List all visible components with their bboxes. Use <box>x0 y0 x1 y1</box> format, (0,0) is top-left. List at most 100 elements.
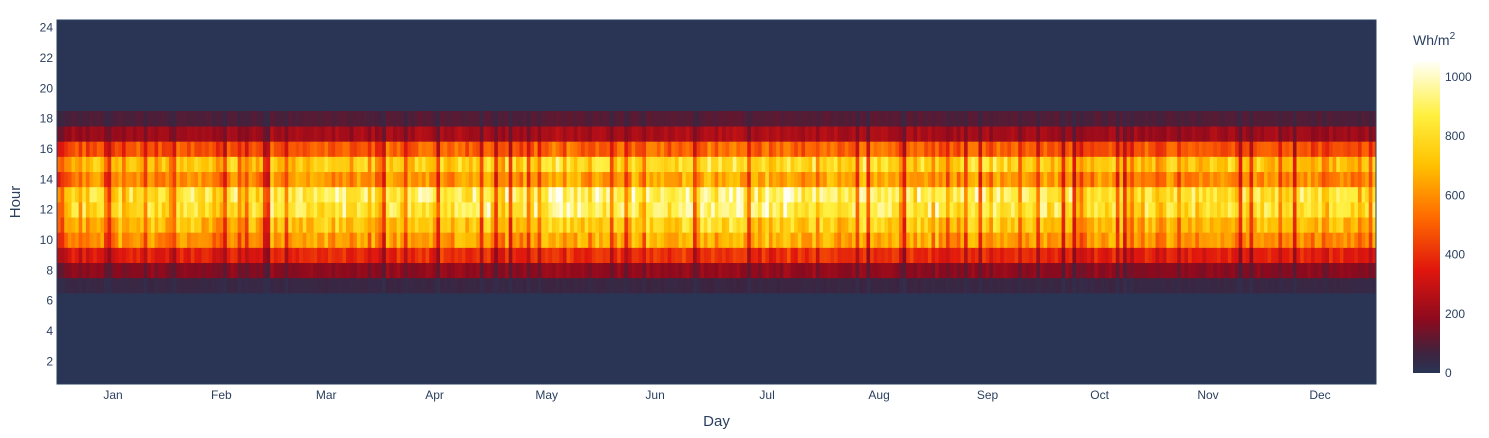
heatmap-cell <box>226 141 231 157</box>
heatmap-cell <box>591 232 596 248</box>
heatmap-cell <box>1198 277 1203 294</box>
heatmap-cell <box>150 262 155 279</box>
heatmap-cell <box>320 202 325 218</box>
heatmap-cell <box>472 232 477 248</box>
heatmap-cell <box>537 171 542 188</box>
heatmap-cell <box>588 156 593 173</box>
heatmap-cell <box>324 111 329 127</box>
heatmap-cell <box>284 126 289 142</box>
heatmap-cell <box>1094 232 1099 248</box>
heatmap-cell <box>841 156 846 173</box>
heatmap-cell <box>1083 247 1088 264</box>
heatmap-cell <box>1372 232 1377 248</box>
heatmap-cell <box>1267 186 1272 203</box>
heatmap-cell <box>1144 277 1149 294</box>
heatmap-cell <box>266 171 271 188</box>
heatmap-cell <box>476 171 481 188</box>
heatmap-cell <box>1076 217 1081 233</box>
heatmap-cell <box>541 232 546 248</box>
heatmap-cell <box>685 141 690 157</box>
heatmap-cell <box>1253 217 1258 233</box>
heatmap-cell <box>1235 126 1240 142</box>
heatmap-cell <box>335 171 340 188</box>
heatmap-cell <box>725 126 730 142</box>
heatmap-cell <box>898 217 903 233</box>
heatmap-cell <box>1036 111 1041 127</box>
heatmap-cell <box>93 186 98 203</box>
heatmap-cell <box>291 232 296 248</box>
heatmap-cell <box>761 202 766 218</box>
heatmap-cell <box>479 111 484 127</box>
heatmap-cell <box>559 126 564 142</box>
heatmap-cell <box>562 262 567 279</box>
heatmap-cell <box>505 262 510 279</box>
heatmap-cell <box>917 126 922 142</box>
heatmap-cell <box>620 277 625 294</box>
heatmap-cell <box>472 186 477 203</box>
heatmap-cell <box>356 111 361 127</box>
heatmap-cell <box>870 126 875 142</box>
heatmap-cell <box>382 141 387 157</box>
heatmap-cell <box>974 262 979 279</box>
heatmap-cell <box>1209 126 1214 142</box>
heatmap-cell <box>1036 277 1041 294</box>
heatmap-cell <box>945 232 950 248</box>
heatmap-cell <box>1014 186 1019 203</box>
heatmap-cell <box>971 277 976 294</box>
heatmap-cell <box>328 141 332 157</box>
heatmap-cell <box>505 171 510 188</box>
heatmap-cell <box>432 232 437 248</box>
heatmap-cell <box>208 262 213 279</box>
heatmap-cell <box>913 186 918 203</box>
heatmap-cell <box>284 156 289 173</box>
heatmap-cell <box>591 277 596 294</box>
heatmap-cell <box>714 156 719 173</box>
heatmap-cell <box>620 111 625 127</box>
heatmap-cell <box>216 262 220 279</box>
heatmap-cell <box>880 111 885 127</box>
heatmap-cell <box>837 186 842 203</box>
heatmap-cell <box>743 277 748 294</box>
heatmap-cell <box>924 171 929 188</box>
heatmap-cell <box>338 171 343 188</box>
heatmap-cell <box>913 111 918 127</box>
heatmap-cell <box>382 171 387 188</box>
heatmap-cell <box>234 202 239 218</box>
heatmap-cell <box>1166 126 1171 142</box>
heatmap-cell <box>815 262 820 279</box>
heatmap-cell <box>187 277 192 294</box>
heatmap-cell <box>194 247 199 264</box>
heatmap-cell <box>530 171 535 188</box>
heatmap-cell <box>1231 111 1236 127</box>
heatmap-cell <box>252 141 257 157</box>
heatmap-cell <box>888 111 893 127</box>
heatmap-cell <box>660 126 665 142</box>
heatmap-cell <box>1130 156 1135 173</box>
heatmap-cell <box>617 262 622 279</box>
heatmap-cell <box>508 247 513 264</box>
heatmap-cell <box>920 277 925 294</box>
heatmap-cell <box>313 277 318 294</box>
heatmap-cell <box>122 277 127 294</box>
heatmap-cell <box>826 232 831 248</box>
heatmap-cell <box>599 186 604 203</box>
heatmap-cell <box>1213 262 1218 279</box>
heatmap-cell <box>1343 202 1348 218</box>
heatmap-cell <box>646 171 650 188</box>
heatmap-cell <box>765 232 770 248</box>
heatmap-cell <box>1289 171 1294 188</box>
heatmap-cell <box>924 217 929 233</box>
heatmap-cell <box>172 247 177 264</box>
heatmap-cell <box>1090 202 1095 218</box>
heatmap-cell <box>389 111 394 127</box>
heatmap-cell <box>992 186 997 203</box>
heatmap-cell <box>1090 232 1095 248</box>
heatmap-cell <box>555 247 560 264</box>
heatmap-cell <box>732 232 737 248</box>
heatmap-cell <box>1274 217 1279 233</box>
heatmap-cell <box>273 171 278 188</box>
heatmap-cell <box>859 247 864 264</box>
heatmap-cell <box>1061 186 1066 203</box>
heatmap-cell <box>1130 111 1135 127</box>
